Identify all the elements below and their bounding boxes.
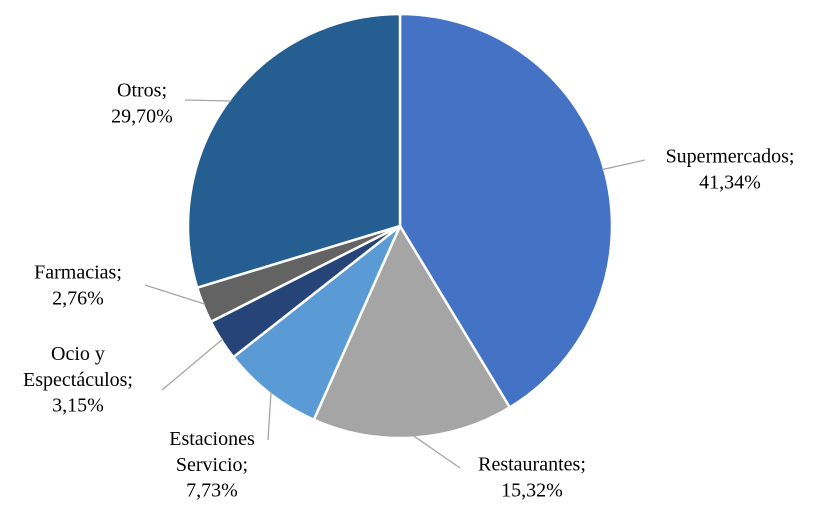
pie-slice	[186, 12, 402, 290]
slice-value-label: 41,34%	[699, 172, 761, 194]
pie-slice	[231, 225, 402, 422]
leader-line	[144, 284, 206, 305]
leader-line	[161, 338, 224, 391]
slice-value-label: 3,15%	[52, 395, 104, 417]
slice-label: Restaurantes;	[478, 454, 586, 476]
pie-slice	[312, 223, 512, 440]
leader-line	[602, 159, 646, 171]
slice-label: Otros;	[117, 80, 167, 102]
leader-line	[267, 391, 272, 441]
slice-label: Ocio y Espectáculos;	[23, 343, 133, 391]
slice-value-label: 2,76%	[52, 288, 104, 310]
leader-line	[184, 99, 232, 102]
slice-label: Farmacias;	[34, 262, 122, 284]
slice-label: Supermercados;	[666, 146, 795, 168]
slice-label: Estaciones Servicio;	[169, 428, 255, 476]
slice-value-label: 29,70%	[111, 106, 173, 128]
leader-line	[412, 435, 461, 469]
slice-value-label: 7,73%	[186, 480, 238, 502]
slice-value-label: 15,32%	[501, 480, 563, 502]
